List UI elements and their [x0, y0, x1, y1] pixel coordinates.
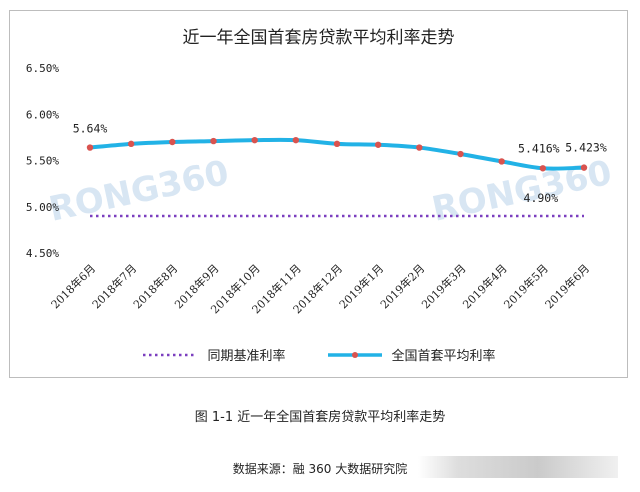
- x-tick-label: 2019年6月: [542, 261, 592, 311]
- y-tick-label: 4.50%: [26, 247, 59, 260]
- data-point: [374, 141, 382, 148]
- legend-item-benchmark: 同期基准利率: [141, 345, 286, 364]
- chart-title: 近一年全国首套房贷款平均利率走势: [182, 28, 455, 48]
- data-point: [457, 150, 464, 158]
- legend-label-average: 全国首套平均利率: [391, 349, 496, 364]
- y-tick-label: 6.00%: [26, 108, 59, 121]
- data-label: 5.64%: [73, 122, 108, 136]
- data-point: [498, 158, 505, 165]
- y-tick-label: 5.50%: [26, 155, 59, 168]
- chart-plot: RONG360 RONG3606.50%6.00%5.50%5.00%4.50%2…: [26, 62, 615, 316]
- data-point: [333, 140, 341, 148]
- data-point: [292, 136, 300, 144]
- data-label: 4.90%: [524, 191, 559, 205]
- figure-caption: 图 1-1 近一年全国首套房贷款平均利率走势: [194, 410, 446, 425]
- data-point: [169, 138, 176, 146]
- data-source: 数据来源：融 360 大数据研究院: [232, 462, 408, 476]
- legend-item-average: 全国首套平均利率: [326, 345, 496, 364]
- data-point: [210, 137, 217, 145]
- data-point: [251, 136, 258, 144]
- data-point: [580, 164, 588, 171]
- legend-label-benchmark: 同期基准利率: [207, 349, 286, 364]
- data-point: [86, 144, 94, 151]
- blurred-overlay: [418, 456, 618, 478]
- legend-swatch-line: [327, 351, 382, 358]
- legend-swatch-dotted: [143, 353, 198, 356]
- data-point: [127, 140, 135, 148]
- data-label: 5.423%: [565, 141, 607, 155]
- y-tick-label: 5.00%: [26, 201, 59, 214]
- y-tick-label: 6.50%: [26, 62, 59, 75]
- data-label: 5.416%: [518, 141, 560, 155]
- data-point: [416, 144, 423, 151]
- watermark: RONG360: [46, 153, 233, 230]
- data-point: [539, 165, 547, 172]
- chart-frame: 近一年全国首套房贷款平均利率走势 RONG360 RONG360 6.50% 6.00…: [9, 10, 628, 378]
- chart-legend: 同期基准利率 全国首套平均利率: [10, 345, 627, 364]
